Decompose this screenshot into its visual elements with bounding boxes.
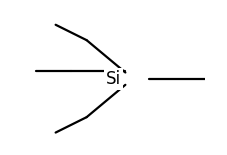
Text: Si: Si <box>106 70 121 88</box>
